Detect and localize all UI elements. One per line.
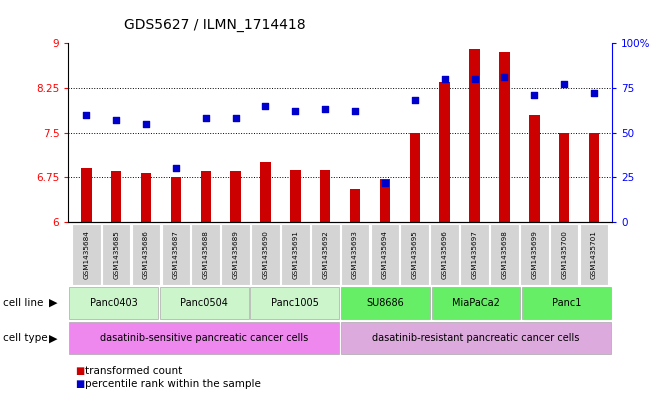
Bar xyxy=(529,115,540,222)
Point xyxy=(260,103,271,109)
Text: Panc1: Panc1 xyxy=(552,298,581,308)
Bar xyxy=(141,173,151,222)
Bar xyxy=(499,52,510,222)
Bar xyxy=(380,179,390,222)
Bar xyxy=(340,224,369,285)
Point xyxy=(529,92,540,98)
Bar xyxy=(161,224,190,285)
Point xyxy=(111,117,121,123)
Bar xyxy=(171,177,181,222)
Bar xyxy=(191,224,220,285)
Text: GSM1435692: GSM1435692 xyxy=(322,230,328,279)
Text: GSM1435690: GSM1435690 xyxy=(262,230,268,279)
Bar xyxy=(370,224,399,285)
Point xyxy=(230,115,241,121)
Text: GSM1435698: GSM1435698 xyxy=(501,230,507,279)
Text: GSM1435691: GSM1435691 xyxy=(292,230,298,279)
Bar xyxy=(69,287,158,319)
Text: ▶: ▶ xyxy=(49,333,58,343)
Bar xyxy=(579,224,608,285)
Text: percentile rank within the sample: percentile rank within the sample xyxy=(85,379,260,389)
Text: GSM1435701: GSM1435701 xyxy=(591,230,597,279)
Bar xyxy=(230,171,241,222)
Bar xyxy=(221,224,250,285)
Text: GSM1435689: GSM1435689 xyxy=(232,230,239,279)
Text: ■: ■ xyxy=(75,366,84,376)
Bar xyxy=(350,189,360,222)
Bar xyxy=(281,224,310,285)
Bar xyxy=(251,287,339,319)
Bar xyxy=(490,224,519,285)
Bar xyxy=(311,224,340,285)
Bar xyxy=(69,323,339,354)
Point xyxy=(380,180,390,186)
Bar xyxy=(439,82,450,222)
Text: GSM1435700: GSM1435700 xyxy=(561,230,567,279)
Text: GSM1435685: GSM1435685 xyxy=(113,230,119,279)
Text: GSM1435696: GSM1435696 xyxy=(441,230,448,279)
Text: GSM1435686: GSM1435686 xyxy=(143,230,149,279)
Bar xyxy=(81,168,92,222)
Text: transformed count: transformed count xyxy=(85,366,182,376)
Point xyxy=(589,90,599,96)
Bar xyxy=(430,224,459,285)
Text: dasatinib-resistant pancreatic cancer cells: dasatinib-resistant pancreatic cancer ce… xyxy=(372,333,580,343)
Text: SU8686: SU8686 xyxy=(367,298,404,308)
Text: Panc0403: Panc0403 xyxy=(90,298,137,308)
Bar xyxy=(559,132,570,222)
Point xyxy=(171,165,181,171)
Bar xyxy=(432,287,520,319)
Point xyxy=(201,115,211,121)
Bar xyxy=(260,162,271,222)
Bar xyxy=(520,224,549,285)
Bar xyxy=(251,224,280,285)
Text: GSM1435684: GSM1435684 xyxy=(83,230,89,279)
Bar xyxy=(290,170,301,222)
Bar xyxy=(469,49,480,222)
Text: dasatinib-sensitive pancreatic cancer cells: dasatinib-sensitive pancreatic cancer ce… xyxy=(100,333,309,343)
Point xyxy=(439,76,450,82)
Point xyxy=(559,81,570,88)
Bar xyxy=(341,287,430,319)
Text: Panc1005: Panc1005 xyxy=(271,298,319,308)
Point xyxy=(290,108,301,114)
Bar xyxy=(72,224,101,285)
Bar xyxy=(341,323,611,354)
Bar xyxy=(111,171,121,222)
Text: GSM1435687: GSM1435687 xyxy=(173,230,179,279)
Text: GDS5627 / ILMN_1714418: GDS5627 / ILMN_1714418 xyxy=(124,18,305,32)
Bar xyxy=(460,224,489,285)
Text: GSM1435697: GSM1435697 xyxy=(471,230,478,279)
Point xyxy=(141,121,151,127)
Text: GSM1435695: GSM1435695 xyxy=(412,230,418,279)
Point xyxy=(469,76,480,82)
Text: ▶: ▶ xyxy=(49,298,58,308)
Point xyxy=(499,74,510,80)
Bar xyxy=(102,224,130,285)
Bar xyxy=(589,132,600,222)
Text: GSM1435693: GSM1435693 xyxy=(352,230,358,279)
Text: cell line: cell line xyxy=(3,298,44,308)
Text: ■: ■ xyxy=(75,379,84,389)
Text: GSM1435699: GSM1435699 xyxy=(531,230,537,279)
Point xyxy=(409,97,420,104)
Bar xyxy=(550,224,579,285)
Point xyxy=(81,112,92,118)
Bar xyxy=(201,171,211,222)
Text: GSM1435694: GSM1435694 xyxy=(382,230,388,279)
Point xyxy=(350,108,360,114)
Text: GSM1435688: GSM1435688 xyxy=(202,230,209,279)
Bar xyxy=(132,224,160,285)
Text: Panc0504: Panc0504 xyxy=(180,298,229,308)
Bar xyxy=(409,132,420,222)
Bar xyxy=(320,170,331,222)
Bar xyxy=(400,224,429,285)
Bar xyxy=(522,287,611,319)
Point xyxy=(320,106,331,112)
Text: MiaPaCa2: MiaPaCa2 xyxy=(452,298,500,308)
Text: cell type: cell type xyxy=(3,333,48,343)
Bar xyxy=(160,287,249,319)
